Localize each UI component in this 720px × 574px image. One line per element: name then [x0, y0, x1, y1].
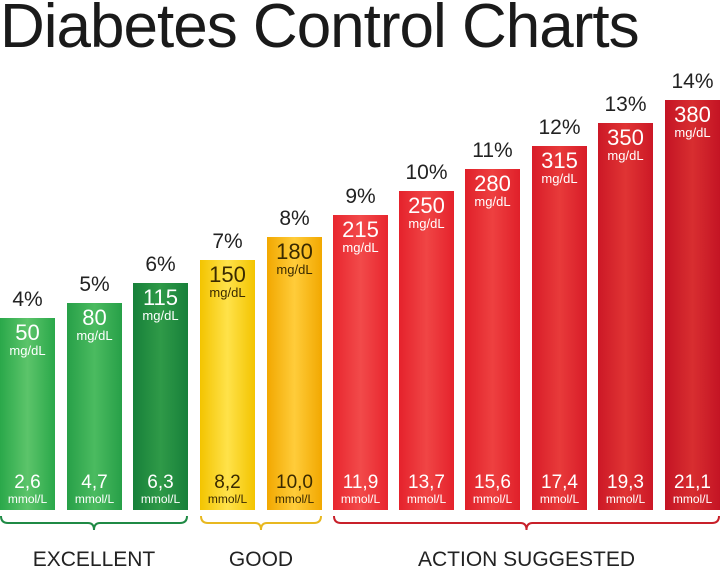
mgdl-value: 180	[276, 239, 313, 264]
mmol-value: 19,3	[607, 472, 644, 493]
bar-6pct: 6% 115 mg/dL 6,3 mmol/L	[133, 253, 188, 510]
mgdl-label: 215 mg/dL	[333, 219, 388, 255]
percent-label: 14%	[671, 70, 714, 93]
mgdl-value: 250	[408, 193, 445, 218]
mgdl-value: 150	[209, 262, 246, 287]
percent-label: 8%	[279, 207, 310, 230]
mmol-unit: mmol/L	[274, 492, 315, 506]
mmol-label: 2,6 mmol/L	[0, 473, 55, 506]
mgdl-label: 250 mg/dL	[399, 195, 454, 231]
bar-8pct: 8% 180 mg/dL 10,0 mmol/L	[267, 207, 322, 510]
bar-4pct: 4% 50 mg/dL 2,6 mmol/L	[0, 288, 55, 510]
mmol-label: 8,2 mmol/L	[200, 473, 255, 506]
mgdl-label: 380 mg/dL	[665, 104, 720, 140]
mmol-unit: mmol/L	[406, 492, 447, 506]
mgdl-unit: mg/dL	[674, 125, 711, 140]
percent-label: 9%	[345, 185, 376, 208]
bar-11pct: 11% 280 mg/dL 15,6 mmol/L	[465, 139, 520, 510]
mgdl-label: 315 mg/dL	[532, 150, 587, 186]
mmol-label: 13,7 mmol/L	[399, 473, 454, 506]
mgdl-unit: mg/dL	[607, 148, 644, 163]
mmol-unit: mmol/L	[74, 492, 115, 506]
mmol-unit: mmol/L	[7, 492, 48, 506]
mmol-label: 10,0 mmol/L	[267, 473, 322, 506]
mmol-value: 17,4	[541, 472, 578, 493]
group-brace-good	[200, 515, 322, 531]
chart-title: Diabetes Control Charts	[0, 0, 640, 61]
mmol-unit: mmol/L	[605, 492, 646, 506]
mmol-value: 8,2	[214, 472, 241, 493]
bar-7pct: 7% 150 mg/dL 8,2 mmol/L	[200, 230, 255, 510]
mmol-label: 4,7 mmol/L	[67, 473, 122, 506]
percent-label: 5%	[79, 273, 110, 296]
percent-label: 7%	[212, 230, 243, 253]
mgdl-value: 380	[674, 102, 711, 127]
group-label-excellent: EXCELLENT	[32, 548, 156, 571]
mgdl-label: 115 mg/dL	[133, 287, 188, 323]
mmol-value: 11,9	[342, 472, 379, 493]
mgdl-value: 215	[342, 217, 379, 242]
mmol-value: 15,6	[474, 472, 511, 493]
mmol-value: 2,6	[14, 472, 41, 493]
mmol-value: 21,1	[674, 472, 711, 493]
mmol-value: 13,7	[408, 472, 445, 493]
mgdl-unit: mg/dL	[9, 343, 46, 358]
group-label-action-suggested: ACTION SUGGESTED	[417, 548, 636, 571]
mmol-unit: mmol/L	[472, 492, 513, 506]
mgdl-unit: mg/dL	[342, 240, 379, 255]
mmol-unit: mmol/L	[539, 492, 580, 506]
group-label-good: GOOD	[228, 548, 294, 571]
percent-label: 12%	[538, 116, 581, 139]
percent-label: 4%	[12, 288, 43, 311]
mgdl-value: 50	[15, 320, 40, 345]
mmol-label: 15,6 mmol/L	[465, 473, 520, 506]
percent-label: 6%	[145, 253, 176, 276]
mmol-value: 4,7	[81, 472, 108, 493]
mmol-label: 11,9 mmol/L	[333, 473, 388, 506]
mgdl-value: 280	[474, 171, 511, 196]
mmol-unit: mmol/L	[207, 492, 248, 506]
mgdl-value: 115	[142, 285, 179, 310]
mmol-value: 10,0	[276, 472, 313, 493]
mgdl-label: 350 mg/dL	[598, 127, 653, 163]
mgdl-unit: mg/dL	[142, 308, 179, 323]
mgdl-label: 150 mg/dL	[200, 264, 255, 300]
group-brace-excellent	[0, 515, 188, 531]
mgdl-unit: mg/dL	[276, 262, 313, 277]
mgdl-unit: mg/dL	[76, 328, 113, 343]
bar-9pct: 9% 215 mg/dL 11,9 mmol/L	[333, 185, 388, 510]
mgdl-unit: mg/dL	[541, 171, 578, 186]
group-brace-action-suggested	[333, 515, 720, 531]
mmol-value: 6,3	[147, 472, 174, 493]
bar-5pct: 5% 80 mg/dL 4,7 mmol/L	[67, 273, 122, 510]
bar-13pct: 13% 350 mg/dL 19,3 mmol/L	[598, 93, 653, 510]
bar-14pct: 14% 380 mg/dL 21,1 mmol/L	[665, 70, 720, 510]
mgdl-label: 180 mg/dL	[267, 241, 322, 277]
mmol-label: 19,3 mmol/L	[598, 473, 653, 506]
mgdl-label: 80 mg/dL	[67, 307, 122, 343]
bar-10pct: 10% 250 mg/dL 13,7 mmol/L	[399, 161, 454, 510]
percent-label: 13%	[604, 93, 647, 116]
mgdl-unit: mg/dL	[408, 216, 445, 231]
mmol-unit: mmol/L	[672, 492, 713, 506]
mmol-label: 6,3 mmol/L	[133, 473, 188, 506]
mgdl-label: 50 mg/dL	[0, 322, 55, 358]
mmol-unit: mmol/L	[340, 492, 381, 506]
mmol-label: 17,4 mmol/L	[532, 473, 587, 506]
percent-label: 11%	[472, 139, 513, 162]
mmol-label: 21,1 mmol/L	[665, 473, 720, 506]
mgdl-label: 280 mg/dL	[465, 173, 520, 209]
mgdl-unit: mg/dL	[474, 194, 511, 209]
mmol-unit: mmol/L	[140, 492, 181, 506]
mgdl-value: 315	[541, 148, 578, 173]
percent-label: 10%	[405, 161, 448, 184]
mgdl-value: 350	[607, 125, 644, 150]
bar-12pct: 12% 315 mg/dL 17,4 mmol/L	[532, 116, 587, 510]
mgdl-unit: mg/dL	[209, 285, 246, 300]
mgdl-value: 80	[82, 305, 107, 330]
